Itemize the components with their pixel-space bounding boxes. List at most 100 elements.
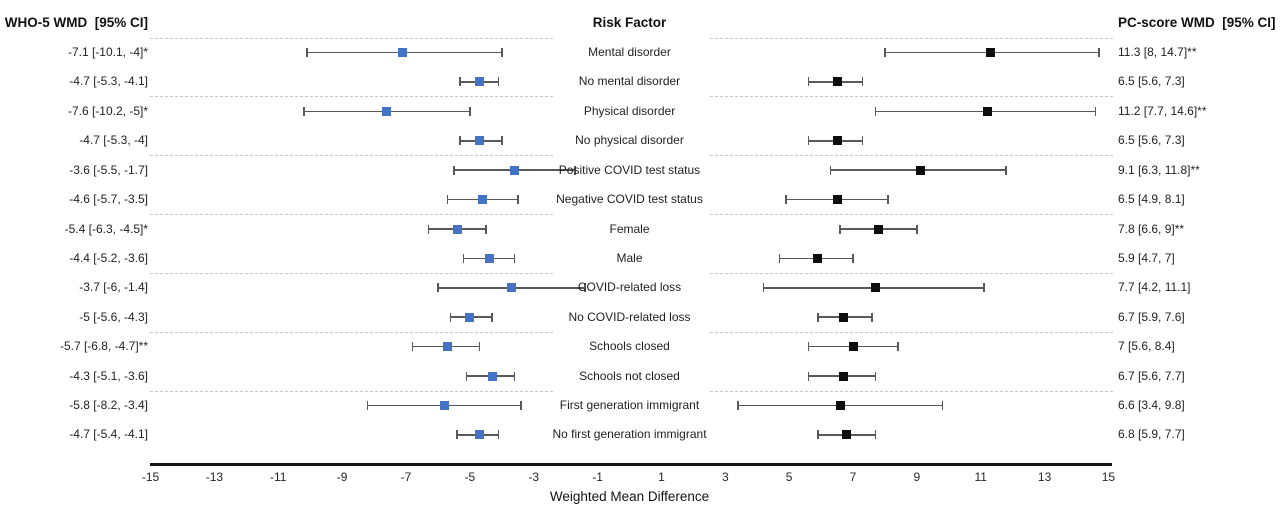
risk-factor-label: Schools not closed [579,368,680,383]
pc-ci-cap-low [817,312,819,322]
who5-value-label: -5.7 [-6.8, -4.7]** [59,339,148,354]
risk-factor-label: Mental disorder [588,45,671,59]
pc-value-label: 7 [5.6, 8.4] [1118,339,1175,354]
who5-marker [382,106,392,116]
who5-ci-cap-high [469,106,471,116]
pc-marker [835,401,845,411]
who5-ci-cap-high [516,195,519,205]
who5-ci-cap-low [366,401,369,411]
who5-column-header: WHO-5 WMD [95% CI] [4,15,148,30]
group-separator-right [710,96,1113,98]
risk-factor-label: Positive COVID test status [558,162,701,177]
who5-ci-cap-high [485,224,487,234]
group-separator-left [150,155,553,157]
pc-marker [813,253,823,263]
who5-marker [474,77,484,87]
x-axis-tick-label: -1 [592,470,603,484]
who5-ci-cap-high [497,430,500,440]
x-axis-tick-label: 15 [1101,470,1116,484]
who5-value-label: -4.6 [-5.7, -3.5] [69,192,148,207]
group-separator-left [150,390,553,392]
who5-ci-cap-low [411,342,414,352]
pc-marker [832,77,842,87]
who5-ci-cap-low [465,371,468,381]
x-axis-tick-label: 9 [913,470,921,484]
group-separator-left [150,272,553,274]
who5-value-label: -5 [-5.6, -4.3] [79,309,148,324]
who5-ci-cap-low [456,430,458,440]
pc-ci-cap-low [829,165,832,175]
who5-value-label: -4.4 [-5.2, -3.6] [69,250,148,265]
x-axis-tick-label: 7 [849,470,857,484]
who5-ci-cap-low [453,165,455,175]
pc-ci-cap-high [1094,106,1097,116]
pc-value-label: 6.5 [5.6, 7.3] [1118,133,1185,148]
pc-value-label: 7.8 [6.6, 9]** [1118,221,1185,236]
who5-ci-cap-low [459,136,462,146]
who5-value-label: -4.7 [-5.3, -4] [79,133,148,148]
who5-ci-cap-high [497,77,500,87]
group-separator-left [150,214,553,216]
who5-marker [506,283,516,293]
pc-marker [982,106,992,116]
who5-value-label: -7.1 [-10.1, -4]* [67,45,148,59]
pc-value-label: 11.3 [8, 14.7]** [1118,45,1197,59]
risk-factor-label: Negative COVID test status [556,192,703,207]
pc-ci-cap-low [785,195,787,205]
group-separator-right [710,272,1113,274]
pc-ci-cap-high [871,312,873,322]
pc-ci-cap-high [861,136,864,146]
who5-marker [474,136,484,146]
group-separator-right [710,37,1113,39]
x-axis-tick-label: -7 [400,470,412,484]
risk-factor-label: COVID-related loss [577,280,682,295]
pc-value-label: 6.5 [4.9, 8.1] [1118,192,1185,207]
risk-factor-label: No physical disorder [575,133,684,148]
who5-ci-cap-high [574,165,576,175]
who5-ci-cap-high [513,371,516,381]
who5-marker [398,48,408,57]
who5-value-label: -3.7 [-6, -1.4] [79,280,148,295]
pc-value-label: 9.1 [6.3, 11.8]** [1118,162,1200,177]
x-axis-tick-label: 11 [974,470,987,484]
pc-value-label: 7.7 [4.2, 11.1] [1118,280,1191,295]
pc-ci-cap-low [778,253,781,263]
group-separator-right [710,214,1113,216]
risk-factor-column-header: Risk Factor [592,15,667,30]
x-axis-tick-label: 3 [721,470,729,484]
who5-ci-cap-high [500,48,503,57]
pc-marker [874,224,884,234]
x-axis-line [150,463,1112,466]
pc-ci-cap-high [941,401,944,411]
pc-marker [838,312,848,322]
risk-factor-label: No mental disorder [578,74,681,89]
risk-factor-label: Schools closed [589,339,670,354]
group-separator-right [710,390,1113,392]
pc-ci-cap-high [916,224,918,234]
pc-ci-cap-low [807,342,810,352]
x-axis-title: Weighted Mean Difference [549,489,710,504]
who5-ci-cap-high [478,342,481,352]
pc-marker [870,283,880,293]
pc-value-label: 6.6 [3.4, 9.8] [1118,398,1185,413]
who5-value-label: -4.7 [-5.3, -4.1] [69,74,148,89]
pc-marker [848,342,858,352]
group-separator-right [710,155,1113,157]
pc-ci-cap-high [874,371,877,381]
x-axis-tick-label: 5 [785,470,793,484]
risk-factor-label: First generation immigrant [559,398,700,413]
who5-ci-cap-low [437,283,439,293]
group-separator-left [150,96,553,98]
group-separator-left [150,331,553,333]
pc-marker [838,371,848,381]
pc-ci-cap-high [861,77,864,87]
pc-value-label: 6.7 [5.9, 7.6] [1118,309,1185,324]
who5-ci-cap-low [446,195,449,205]
who5-marker [510,165,520,175]
who5-marker [442,342,452,352]
who5-ci-cap-low [306,48,308,57]
who5-ci-cap-high [500,136,503,146]
pc-ci-cap-low [762,283,765,293]
